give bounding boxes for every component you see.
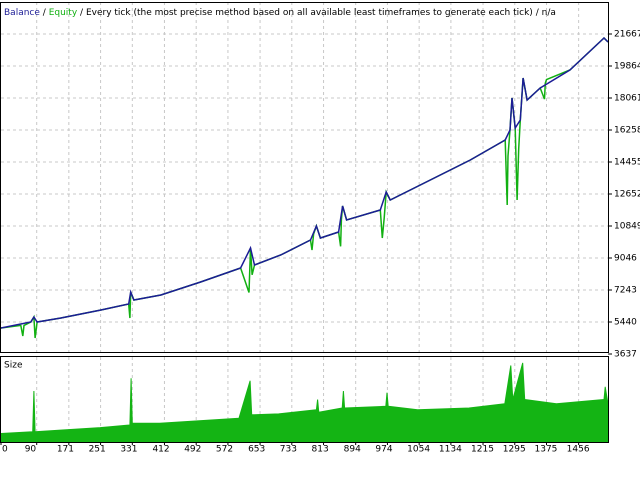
separator: / [536, 8, 540, 18]
x-tick-label: 0 [2, 445, 8, 455]
y-tick-label: 16258 [614, 126, 640, 136]
y-tick-label: 3637 [614, 350, 637, 360]
x-tick-label: 1054 [407, 445, 430, 455]
separator: / [80, 8, 84, 18]
x-tick-label: 813 [312, 445, 329, 455]
y-tick-label: 18061 [614, 94, 640, 104]
series-line [0, 36, 609, 329]
x-tick-label: 90 [25, 445, 37, 455]
test-model: Every tick (the most precise method base… [86, 8, 533, 18]
chart-header: Balance / Equity / Every tick (the most … [4, 8, 556, 18]
model-note: n/a [542, 8, 556, 18]
x-tick-label: 653 [248, 445, 265, 455]
x-tick-label: 1134 [439, 445, 462, 455]
y-tick-label: 19864 [614, 62, 640, 72]
y-tick-label: 7243 [614, 286, 637, 296]
x-tick-label: 331 [120, 445, 137, 455]
x-tick-label: 412 [152, 445, 169, 455]
plot-area [0, 36, 609, 443]
size-frame [0, 356, 609, 443]
y-tick-label: 5440 [614, 318, 637, 328]
y-tick-label: 12652 [614, 190, 640, 200]
y-tick-label: 14455 [614, 158, 640, 168]
x-tick-label: 894 [344, 445, 361, 455]
legend-balance: Balance [4, 8, 40, 18]
x-tick-label: 733 [280, 445, 297, 455]
separator: / [43, 8, 47, 18]
y-tick-label: 21667 [614, 30, 640, 40]
x-tick-label: 1456 [567, 445, 590, 455]
x-tick-label: 1375 [535, 445, 558, 455]
x-tick-label: 1215 [471, 445, 494, 455]
x-tick-label: 1295 [503, 445, 526, 455]
size-label: Size [4, 361, 23, 371]
legend-equity: Equity [49, 8, 78, 18]
x-tick-label: 171 [57, 445, 74, 455]
x-tick-label: 974 [375, 445, 392, 455]
x-tick-label: 251 [89, 445, 106, 455]
size-area [0, 362, 609, 443]
x-tick-label: 492 [184, 445, 201, 455]
y-tick-label: 10849 [614, 222, 640, 232]
main-frame [0, 2, 609, 353]
x-tick-label: 572 [216, 445, 233, 455]
y-tick-label: 9046 [614, 254, 637, 264]
